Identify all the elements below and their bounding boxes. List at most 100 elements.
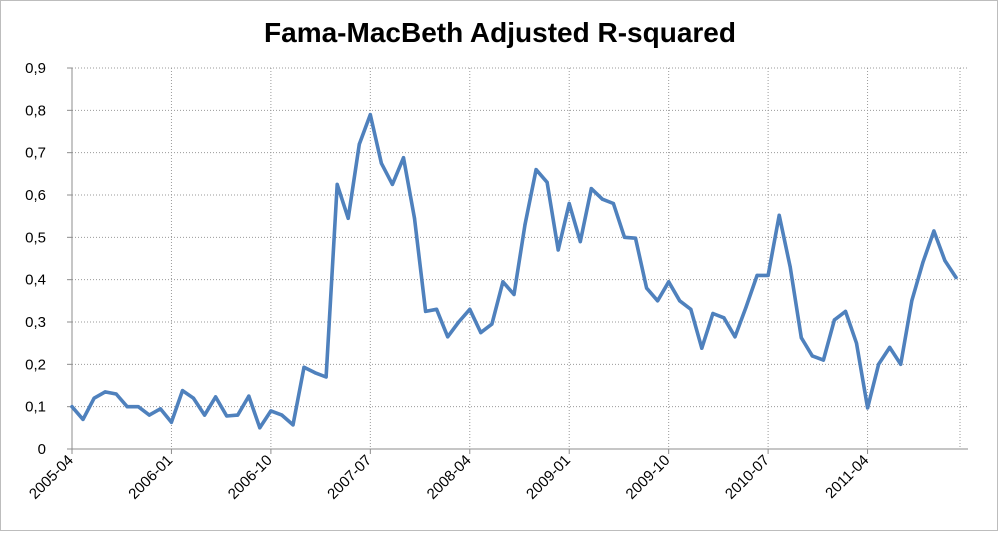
chart-title: Fama-MacBeth Adjusted R-squared (264, 17, 736, 48)
data-point (622, 235, 627, 239)
data-point (191, 396, 196, 400)
data-point (390, 182, 394, 186)
data-point (600, 197, 605, 201)
data-point (501, 280, 505, 284)
data-point (954, 275, 958, 280)
y-tick-label: 0,7 (25, 145, 46, 162)
x-tick-label: 2005-04 (26, 452, 77, 503)
grid (72, 67, 968, 449)
data-point (722, 316, 726, 320)
data-point (877, 362, 881, 366)
data-point (744, 305, 748, 309)
data-point (611, 201, 616, 206)
y-tick-label: 0,1 (25, 399, 46, 416)
y-axis-ticks: 0 0,1 0,2 0,3 0,4 0,5 0,6 0,7 0,8 0,9 (25, 60, 46, 458)
x-axis-ticks: 2005-04 2006-01 2006-10 2007-07 2008-04 2009-… (26, 452, 873, 503)
x-tick-label: 2011-04 (822, 452, 872, 502)
data-point (379, 161, 383, 165)
data-point (545, 180, 549, 184)
data-point (81, 417, 85, 421)
data-point (777, 213, 781, 217)
data-point (921, 261, 925, 265)
data-point (258, 426, 262, 430)
data-point (324, 375, 328, 379)
data-point (766, 273, 770, 277)
data-point (578, 240, 582, 244)
y-tick-label: 0,4 (25, 272, 46, 289)
data-point (633, 236, 638, 240)
data-point (711, 311, 715, 316)
data-point (291, 423, 295, 427)
data-point (490, 322, 494, 326)
y-tick-label: 0,6 (25, 187, 46, 204)
data-point (225, 414, 229, 418)
data-point (788, 265, 792, 269)
data-point (280, 413, 284, 417)
data-point (523, 223, 527, 227)
data-point (368, 113, 372, 117)
data-point (125, 405, 129, 409)
data-point (214, 395, 218, 399)
data-point (435, 307, 439, 311)
x-tick-label: 2009-10 (623, 452, 674, 503)
data-point (843, 309, 848, 313)
data-point (92, 396, 96, 400)
data-point (479, 331, 483, 335)
data-point (269, 409, 273, 413)
data-point (656, 299, 660, 303)
data-point (346, 216, 350, 220)
data-point (70, 405, 74, 409)
y-tick-label: 0,8 (25, 102, 46, 119)
data-point (180, 389, 185, 393)
data-point (534, 168, 538, 172)
data-point (468, 307, 472, 311)
data-point (114, 392, 118, 396)
data-point (899, 362, 903, 366)
data-point (733, 335, 737, 339)
data-point (821, 358, 826, 362)
data-point (302, 365, 306, 369)
data-point (645, 286, 649, 290)
data-point (854, 341, 859, 345)
x-tick-label: 2006-01 (125, 452, 176, 503)
data-point (401, 156, 406, 160)
data-point (169, 420, 173, 424)
data-point (932, 229, 936, 233)
x-tick-label: 2008-04 (424, 452, 475, 503)
data-point (755, 273, 759, 277)
data-point (888, 345, 892, 349)
data-point (313, 371, 317, 375)
data-point (556, 248, 560, 252)
x-tick-label: 2009-01 (523, 452, 574, 503)
series (70, 112, 958, 430)
series-line (70, 112, 958, 430)
data-point (512, 292, 516, 297)
data-point (158, 407, 162, 411)
data-point (412, 216, 417, 220)
data-point (103, 390, 107, 394)
data-point (589, 187, 593, 191)
data-point (943, 259, 947, 263)
data-point (136, 405, 140, 409)
data-point (700, 346, 704, 350)
data-point (247, 394, 251, 398)
data-point (335, 182, 339, 186)
x-tick-label: 2007-07 (324, 452, 375, 503)
data-point (446, 335, 450, 339)
y-tick-label: 0,9 (25, 60, 46, 77)
data-point (799, 336, 803, 340)
data-point (424, 309, 428, 313)
data-point (457, 320, 461, 324)
data-point (832, 318, 837, 322)
data-point (147, 413, 151, 417)
x-tick-label: 2006-10 (225, 452, 276, 503)
y-tick-label: 0,2 (25, 356, 46, 373)
data-point (357, 142, 361, 146)
axes (67, 67, 968, 454)
x-tick-label: 2010-07 (722, 452, 773, 503)
data-point (203, 413, 207, 417)
data-point (678, 299, 682, 303)
data-point (689, 307, 693, 311)
